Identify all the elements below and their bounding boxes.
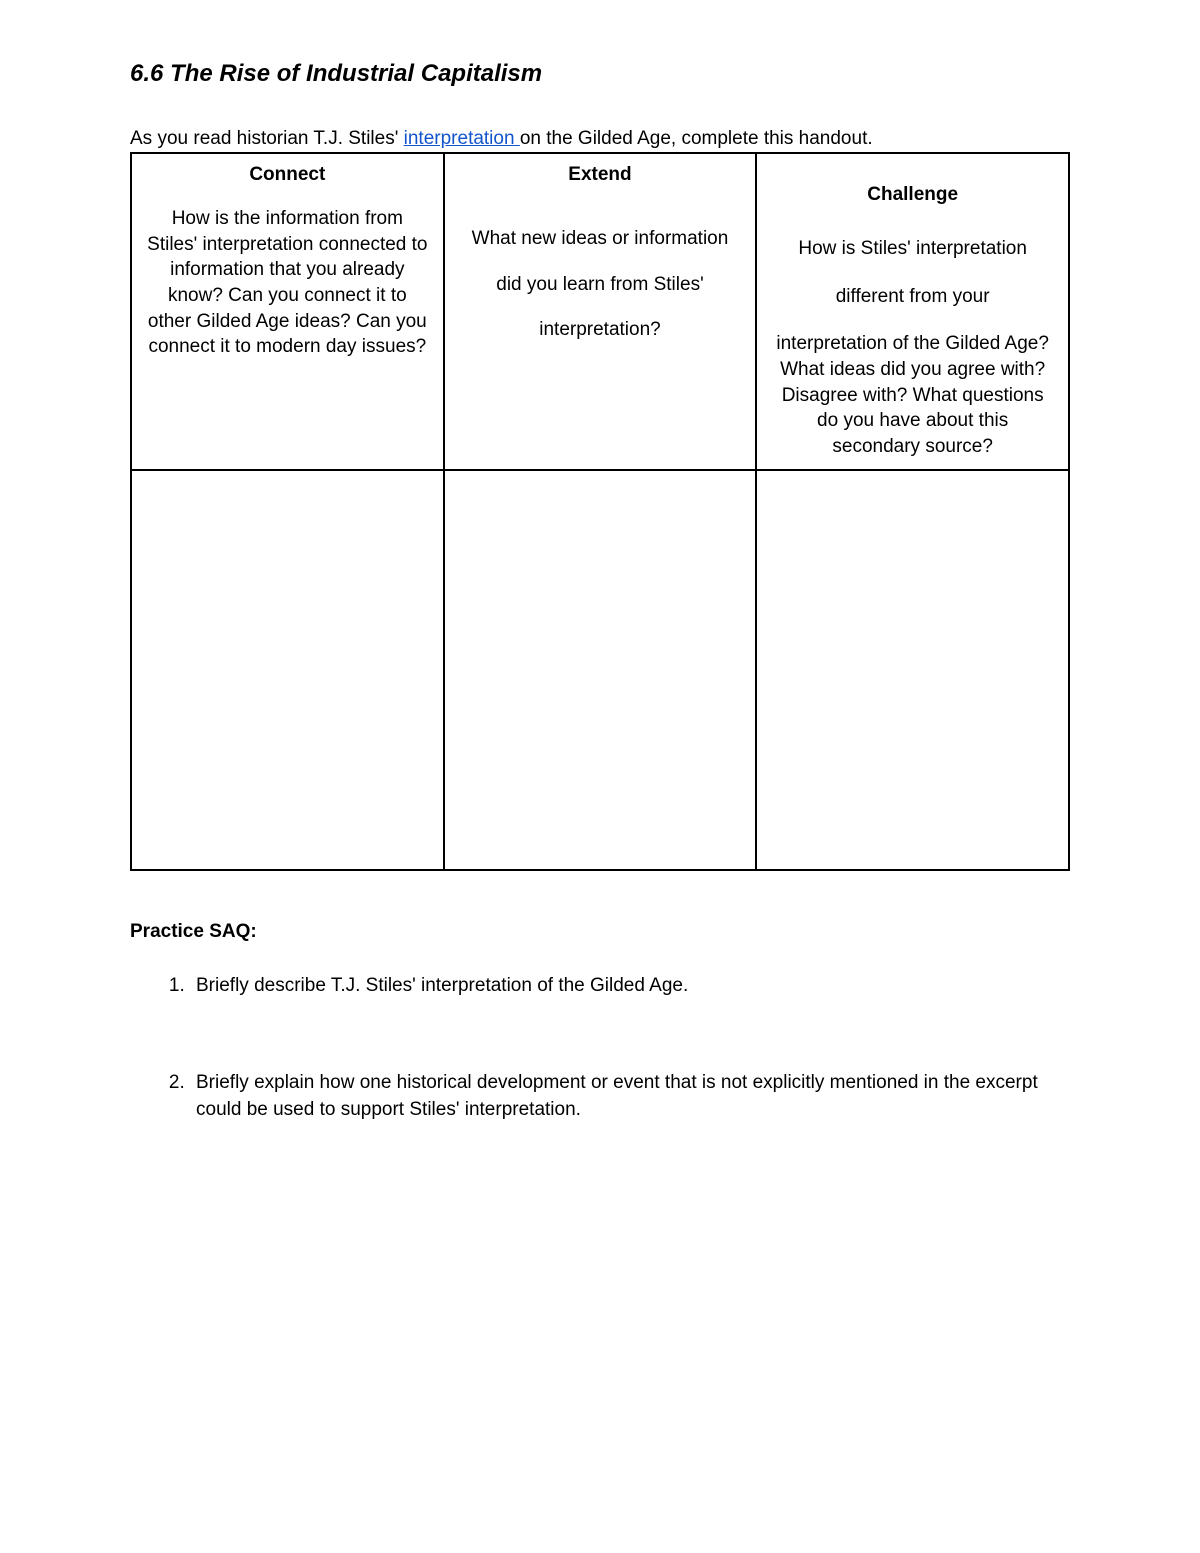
- saq-item-1: Briefly describe T.J. Stiles' interpreta…: [190, 973, 1070, 1000]
- extend-header-cell: Extend What new ideas or information did…: [444, 153, 757, 470]
- spacer: [771, 262, 1054, 284]
- saq-item-2: Briefly explain how one historical devel…: [190, 1070, 1070, 1123]
- saq-list: Briefly describe T.J. Stiles' interpreta…: [130, 973, 1070, 1123]
- challenge-prompt: How is Stiles' interpretation different …: [771, 236, 1054, 459]
- challenge-prompt-part1: How is Stiles' interpretation: [798, 238, 1027, 259]
- spacer: [771, 309, 1054, 331]
- connect-answer-cell[interactable]: [131, 470, 444, 870]
- intro-text: As you read historian T.J. Stiles' inter…: [130, 128, 1070, 150]
- extend-prompt: What new ideas or information did you le…: [459, 216, 742, 353]
- connect-prompt: How is the information from Stiles' inte…: [146, 206, 429, 360]
- connect-header-cell: Connect How is the information from Stil…: [131, 153, 444, 470]
- intro-after: on the Gilded Age, complete this handout…: [520, 128, 873, 149]
- extend-answer-cell[interactable]: [444, 470, 757, 870]
- challenge-prompt-part3: interpretation of the Gilded Age? What i…: [776, 333, 1049, 457]
- challenge-header-cell: Challenge How is Stiles' interpretation …: [756, 153, 1069, 470]
- challenge-prompt-part2: different from your: [836, 286, 990, 307]
- table-header-row: Connect How is the information from Stil…: [131, 153, 1069, 470]
- connect-header: Connect: [146, 164, 429, 186]
- page-title: 6.6 The Rise of Industrial Capitalism: [130, 60, 1070, 88]
- connect-extend-challenge-table: Connect How is the information from Stil…: [130, 152, 1070, 871]
- intro-before: As you read historian T.J. Stiles': [130, 128, 404, 149]
- extend-header: Extend: [459, 164, 742, 186]
- interpretation-link[interactable]: interpretation: [404, 128, 520, 149]
- practice-saq-heading: Practice SAQ:: [130, 921, 1070, 943]
- table-answer-row: [131, 470, 1069, 870]
- challenge-answer-cell[interactable]: [756, 470, 1069, 870]
- challenge-header: Challenge: [771, 184, 1054, 206]
